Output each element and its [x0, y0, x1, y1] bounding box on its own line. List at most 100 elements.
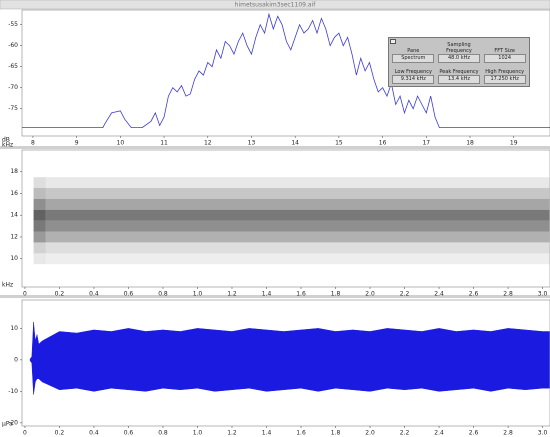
x-tick-label: 1.8: [331, 291, 341, 298]
info-label: FFT Size: [494, 47, 515, 54]
info-label: High Frequency: [485, 68, 525, 75]
x-tick-label: 1.6: [296, 291, 306, 298]
spectrogram-cell: [33, 188, 46, 199]
info-label: Pane: [407, 47, 420, 54]
y-tick-label: 16: [10, 190, 18, 197]
x-tick-label: 17: [422, 140, 430, 147]
x-tick-label: 0.4: [89, 430, 99, 437]
spectrogram-cell: [33, 209, 46, 221]
spectrogram-cell: [33, 220, 46, 232]
spectrogram-cell: [33, 231, 46, 243]
info-value: 1024: [483, 54, 526, 63]
y-tick-label: -70: [8, 84, 18, 91]
y-tick-label: -65: [8, 63, 18, 70]
info-cell: Low Frequency 9.314 kHz: [391, 64, 436, 84]
y-tick-label: -75: [8, 105, 18, 112]
x-tick-label: 2.4: [434, 291, 444, 298]
info-cell: Pane Spectrum: [391, 43, 436, 63]
spectrogram-cell: [45, 220, 550, 232]
spectrogram-cell: [45, 209, 550, 221]
x-tick-label: 1.4: [262, 291, 272, 298]
x-tick-label: 12: [204, 140, 212, 147]
info-cell: Sampling Frequency 48.0 kHz: [437, 42, 482, 63]
plot-marks: [33, 177, 550, 265]
y-tick-label: -55: [8, 21, 18, 28]
panel-handle[interactable]: [390, 39, 396, 44]
info-value: 17.250 kHz: [483, 75, 526, 84]
x-tick-label: 2.8: [503, 430, 513, 437]
window-title: himetsusakim3sec1109.aif: [235, 1, 317, 8]
x-tick-label: 0.6: [124, 430, 134, 437]
x-tick-label: 1.0: [193, 291, 203, 298]
spectrogram-cell: [45, 177, 550, 189]
title-bar: [0, 0, 550, 10]
x-tick-label: 3.0: [538, 430, 548, 437]
y-axis-unit: dB: [2, 137, 10, 144]
x-tick-label: 0.4: [89, 291, 99, 298]
info-value: Spectrum: [392, 54, 435, 63]
x-tick-label: 11: [160, 140, 168, 147]
spectrogram-cell: [45, 242, 550, 254]
info-value: 13.4 kHz: [437, 75, 480, 84]
pane: -20 -10 0 10 0 0.2 0.4 0.6 0.8 1.0 1.2 1.4 1.6 1.8 2.0…: [2, 299, 550, 437]
y-tick-label: -60: [8, 42, 18, 49]
info-value: 9.314 kHz: [392, 75, 435, 84]
x-tick-label: 0.8: [158, 430, 168, 437]
spectrogram-cell: [33, 242, 46, 254]
spectrum-line: [22, 12, 550, 128]
x-tick-label: 2.6: [469, 291, 479, 298]
spectrogram-cell: [45, 188, 550, 199]
spectrogram-cell: [45, 253, 550, 265]
x-tick-label: 1.2: [227, 291, 237, 298]
x-tick-label: 3.0: [538, 291, 548, 298]
x-tick-label: 18: [466, 140, 474, 147]
x-tick-label: 2.0: [365, 430, 375, 437]
x-tick-label: 2.0: [365, 291, 375, 298]
spectrogram-cell: [45, 231, 550, 243]
x-tick-label: 0.8: [158, 291, 168, 298]
y-tick-label: 12: [10, 233, 18, 240]
x-tick-label: 2.4: [434, 430, 444, 437]
info-cell: Peak Frequency 13.4 kHz: [437, 64, 482, 84]
x-tick-label: 0: [23, 430, 27, 437]
spectrogram-cell: [33, 177, 46, 189]
x-tick-label: 2.8: [503, 291, 513, 298]
x-tick-label: 13: [248, 140, 256, 147]
x-tick-label: 0: [23, 291, 27, 298]
info-label: Sampling Frequency: [446, 42, 472, 54]
x-tick-label: 2.2: [400, 291, 410, 298]
y-tick-label: 0: [14, 356, 18, 363]
x-axis-unit: kHz: [2, 142, 13, 149]
x-tick-label: 19: [510, 140, 518, 147]
x-tick-label: 1.6: [296, 430, 306, 437]
plot-marks: [22, 12, 550, 128]
pane-divider: [0, 146, 550, 149]
x-tick-label: 2.2: [400, 430, 410, 437]
x-tick-label: 1.4: [262, 430, 272, 437]
x-tick-label: 2.6: [469, 430, 479, 437]
x-tick-label: 16: [379, 140, 387, 147]
x-tick-label: 1.0: [193, 430, 203, 437]
waveform-envelope: [29, 322, 550, 361]
waveform-envelope: [29, 359, 550, 395]
y-axis-unit: kHz: [2, 282, 13, 289]
plot-marks: [29, 322, 550, 395]
spectrogram-cell: [45, 198, 550, 210]
info-label: Low Frequency: [394, 68, 432, 75]
pane: 10 12 14 16 18 0 0.2 0.4 0.6 0.8 1.0 1.2 1.4 1.6 1.8 2.…: [2, 149, 550, 298]
x-tick-label: 15: [335, 140, 343, 147]
x-tick-label: 9: [75, 140, 79, 147]
info-cell: FFT Size 1024: [482, 43, 527, 63]
y-tick-label: -10: [8, 388, 18, 395]
info-label: Peak Frequency: [439, 68, 479, 75]
x-tick-label: 0.2: [55, 291, 65, 298]
selection-info-panel: Pane Spectrum Sampling Frequency 48.0 kHz FF…: [388, 37, 530, 87]
x-tick-label: 0.6: [124, 291, 134, 298]
y-tick-label: 10: [10, 255, 18, 262]
info-cell: High Frequency 17.250 kHz: [482, 64, 527, 84]
pane-divider: [0, 295, 550, 298]
x-tick-label: 1.8: [331, 430, 341, 437]
x-tick-label: 8: [31, 140, 35, 147]
